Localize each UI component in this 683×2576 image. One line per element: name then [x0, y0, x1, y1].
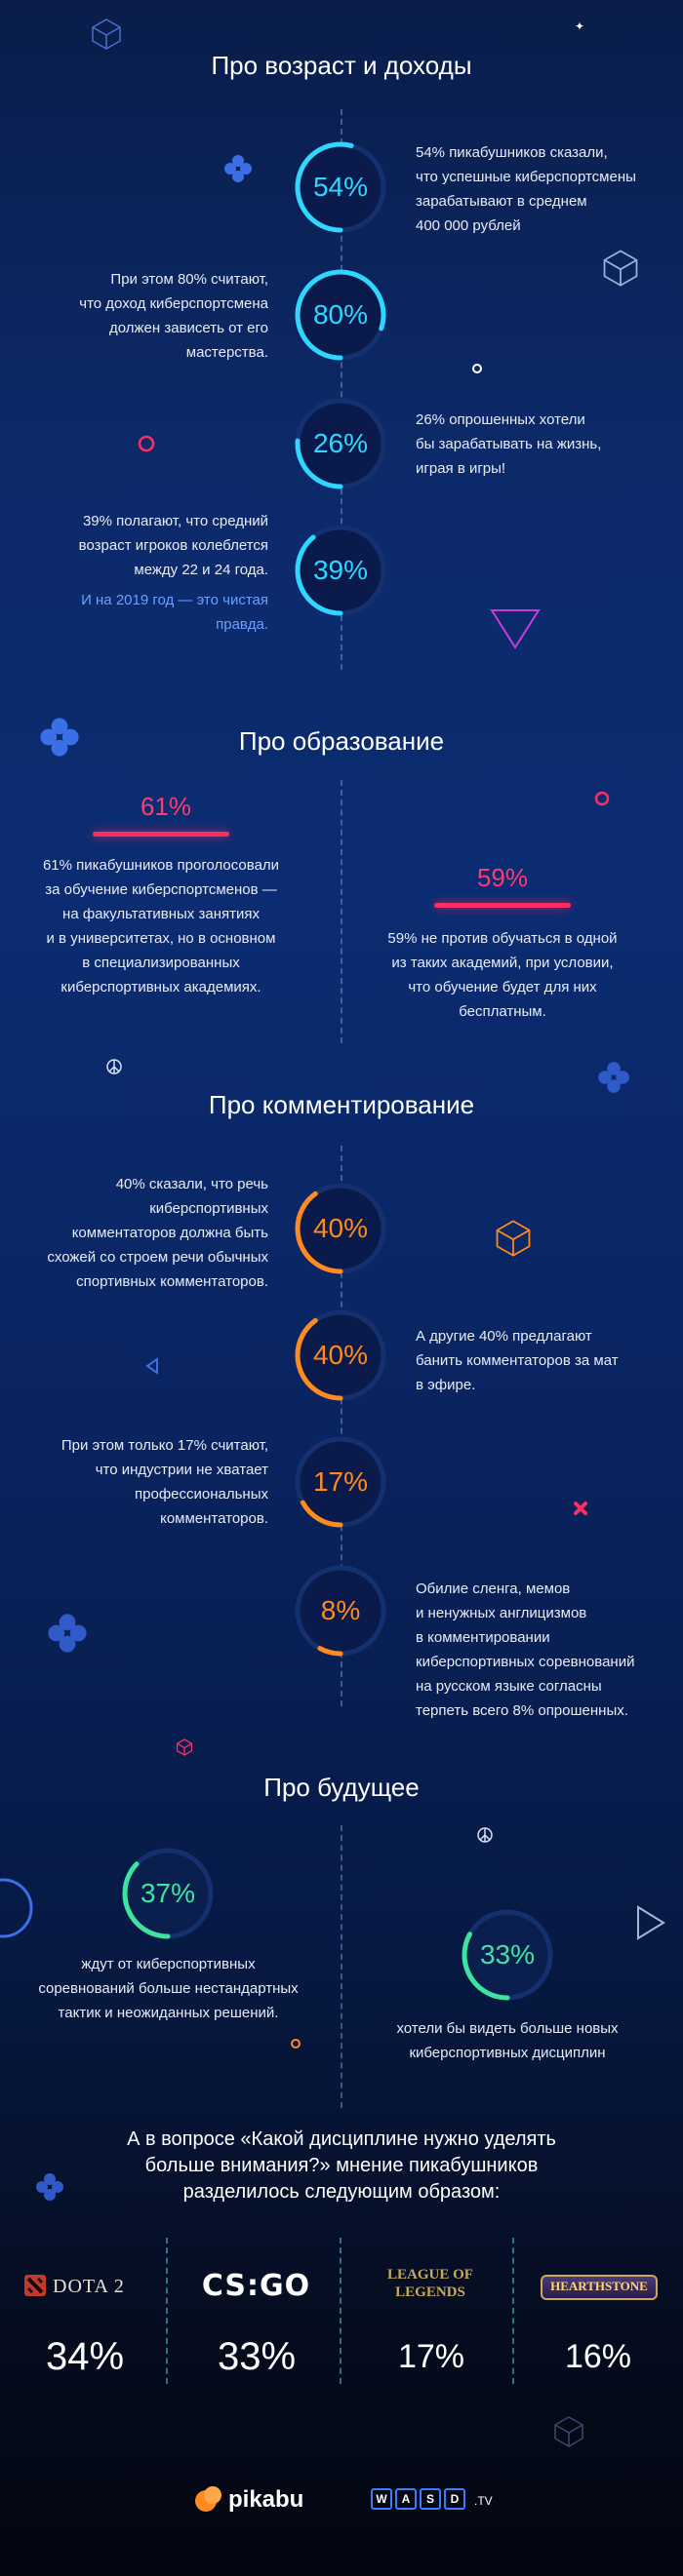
progress-ring-cyan: 39% — [292, 522, 389, 619]
game-percent: 17% — [397, 2338, 465, 2375]
ring-value: 37% — [140, 1878, 196, 1908]
wasd-key: S — [420, 2488, 441, 2510]
peace-icon — [106, 1059, 122, 1074]
stat-text: При этом 80% считают, что доход киберспор… — [79, 271, 268, 361]
game-percent: 34% — [45, 2335, 125, 2378]
stat-text: 40% сказали, что речь киберспортивных комм… — [47, 1176, 268, 1290]
ring-value: 40% — [312, 1340, 369, 1370]
game-percent: 16% — [564, 2338, 632, 2375]
triangle-icon — [490, 609, 541, 649]
circle-icon — [594, 791, 610, 806]
play-icon — [637, 1905, 665, 1940]
peace-icon — [477, 1827, 493, 1843]
cube-icon — [554, 2416, 583, 2447]
plus-icon — [48, 1614, 87, 1653]
stat-text: 61% пикабушников проголосовали за обучени… — [42, 857, 280, 995]
progress-ring-green: 37% — [119, 1845, 217, 1942]
separator — [340, 2238, 342, 2384]
dota2-logo: DOTA 2 — [21, 2272, 148, 2301]
cube-icon — [176, 1738, 193, 1756]
ring-value: 33% — [479, 1939, 536, 1970]
csgo-logo: CS:GO — [201, 2269, 311, 2303]
cube-icon — [92, 19, 121, 50]
ring-value: 8% — [320, 1595, 361, 1625]
timeline-line — [341, 1825, 342, 2108]
stat-text: 54% пикабушников сказали, что успешные ки… — [416, 144, 636, 234]
ring-value: 40% — [312, 1213, 369, 1243]
lol-logo: LEAGUE OF LEGENDS — [387, 2267, 473, 2300]
section-title-age: Про возраст и доходы — [211, 51, 472, 80]
progress-ring-orange: 40% — [292, 1180, 389, 1277]
circle-icon — [291, 2039, 301, 2049]
plus-icon — [40, 718, 79, 757]
plus-icon — [598, 1062, 629, 1093]
cube-icon — [603, 250, 638, 287]
progress-ring-green: 33% — [459, 1906, 556, 2004]
separator — [512, 2238, 514, 2384]
ring-value: 39% — [312, 555, 369, 585]
stat-text: 59% не против обучаться в одной из таких … — [387, 930, 618, 1020]
edu-value: 61% — [140, 792, 192, 821]
stat-text: Обилие сленга, мемов и ненужных англицизм… — [416, 1581, 635, 1719]
section-title-commenting: Про комментирование — [208, 1090, 475, 1119]
plus-icon — [36, 2173, 63, 2201]
star-icon: ✦ — [575, 20, 585, 33]
triangle-icon — [145, 1357, 158, 1375]
stat-text: При этом только 17% считают, что индустри… — [60, 1437, 268, 1527]
stat-text: ждут от киберспортивных соревнований боль… — [38, 1956, 299, 2021]
cube-icon — [496, 1220, 531, 1257]
game-percent: 33% — [217, 2335, 297, 2378]
circle-icon — [472, 364, 482, 373]
timeline-line — [341, 780, 342, 1043]
section-title-future: Про будущее — [263, 1773, 420, 1802]
circle-icon — [138, 435, 155, 452]
pikabu-logo: pikabu — [193, 2484, 320, 2516]
stat-text: 39% полагают, что средний возраст игроков… — [78, 513, 268, 633]
question-text: А в вопросе «Какой дисциплине нужно удел… — [127, 2128, 556, 2203]
progress-ring-orange: 8% — [292, 1562, 389, 1659]
wasd-key: A — [395, 2488, 417, 2510]
hearthstone-logo: HEARTHSTONE — [541, 2273, 658, 2302]
timeline-line — [341, 1146, 342, 1706]
timeline-line — [341, 109, 342, 670]
cross-icon — [574, 1502, 587, 1515]
edu-bar — [93, 832, 229, 837]
section-title-education: Про образование — [238, 726, 445, 756]
circle-icon — [0, 1878, 33, 1938]
progress-ring-cyan: 54% — [292, 138, 389, 236]
edu-value: 59% — [476, 863, 529, 892]
progress-ring-cyan: 80% — [292, 266, 389, 364]
wasd-key: D — [444, 2488, 465, 2510]
stat-text: А другие 40% предлагают банить комментато… — [416, 1328, 619, 1393]
ring-value: 54% — [312, 172, 369, 202]
progress-ring-orange: 40% — [292, 1307, 389, 1404]
separator — [166, 2238, 168, 2384]
progress-ring-cyan: 26% — [292, 395, 389, 492]
stat-text: 26% опрошенных хотели бы зарабатывать на … — [416, 411, 602, 477]
ring-value: 26% — [312, 428, 369, 458]
edu-bar — [434, 903, 571, 908]
ring-value: 80% — [312, 299, 369, 330]
wasd-key: W — [371, 2488, 392, 2510]
ring-value: 17% — [312, 1466, 369, 1497]
stat-text: хотели бы видеть больше новых киберспорти… — [396, 2020, 619, 2061]
progress-ring-orange: 17% — [292, 1433, 389, 1531]
plus-icon — [224, 155, 252, 182]
